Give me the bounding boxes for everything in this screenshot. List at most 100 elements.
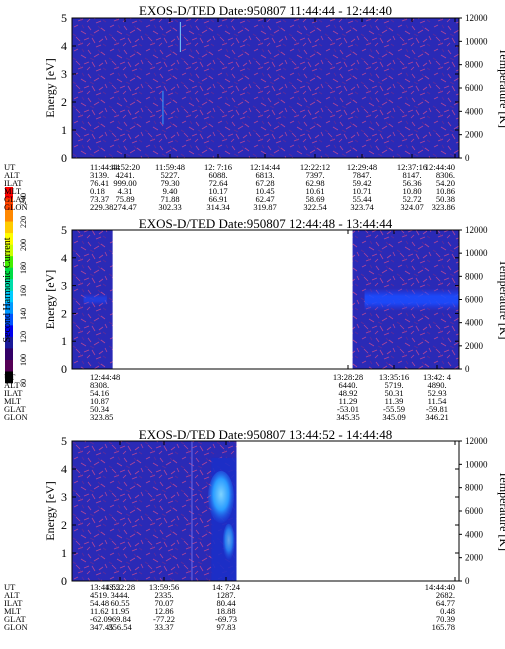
y2-tick-label: 4000 (465, 318, 484, 328)
table-cell: 55.44 (352, 194, 372, 204)
energy-blob (207, 471, 234, 523)
colorbar-cell (5, 371, 13, 384)
table-cell: 62.47 (255, 194, 274, 204)
table-row-label: UT (4, 162, 16, 172)
table-cell: 11:52:20 (110, 162, 140, 172)
table-cell: 324.07 (400, 202, 423, 212)
table-cell: 346.21 (425, 412, 448, 422)
table-cell: 67.28 (255, 178, 274, 188)
table-cell: 73.37 (90, 194, 109, 204)
table-cell: 322.54 (303, 202, 327, 212)
y2-tick-label: 0 (465, 576, 470, 586)
table-cell: 80.44 (216, 598, 236, 608)
colorbar-cell (5, 233, 13, 245)
table-cell: 50.34 (90, 404, 110, 414)
table-cell: 323.86 (432, 202, 455, 212)
table-cell: 10.45 (255, 186, 274, 196)
y-tick-label: 3 (61, 279, 67, 293)
colorbar-cell (5, 187, 13, 199)
table-cell: 12:29:48 (347, 162, 377, 172)
table-cell: 54.16 (90, 388, 109, 398)
table-cell: 14: 7:24 (212, 582, 241, 592)
table-cell: 274.47 (113, 202, 136, 212)
table-cell: -69.84 (109, 614, 132, 624)
table-cell: 18.88 (216, 606, 235, 616)
table-cell: 345.35 (336, 412, 359, 422)
table-cell: 66.91 (208, 194, 227, 204)
energy-band (83, 293, 107, 306)
table-cell: 14:44:40 (425, 582, 455, 592)
x-axis (71, 441, 456, 581)
table-cell: 3139. (90, 170, 109, 180)
colorbar-cell (5, 267, 13, 280)
table-cell: 7847. (352, 170, 371, 180)
table-row-label: MLT (4, 396, 22, 406)
y2-axis-label: Temperature [K] (497, 259, 505, 339)
y2-tick-label: 8000 (465, 483, 484, 493)
table-row-label: ALT (4, 170, 21, 180)
table-cell: -62.09 (90, 614, 112, 624)
table-row-label: GLON (4, 622, 28, 632)
y-tick-label: 1 (61, 334, 67, 348)
colorbar-tick-label: 100 (19, 354, 28, 366)
colorbar-cell (5, 198, 13, 211)
colorbar-cell (5, 359, 13, 372)
table-cell: 70.39 (436, 614, 455, 624)
table-cell: 52.72 (402, 194, 421, 204)
y2-tick-label: 4000 (465, 529, 484, 539)
colorbar-cell (5, 325, 13, 338)
y-tick-label: 5 (61, 223, 67, 237)
table-cell: 8308. (90, 380, 109, 390)
table-cell: 10.86 (436, 186, 455, 196)
y2-axis-label: Temperature [K] (497, 48, 505, 128)
chart-panel-3: EXOS-D/TED Date:950807 13:44:52 - 14:44:… (4, 427, 505, 632)
colorbar-cell (5, 302, 13, 315)
table-cell: 59.42 (352, 178, 371, 188)
table-cell: 9.40 (163, 186, 178, 196)
y-tick-label: 1 (61, 546, 67, 560)
y-axis-left: 0 1 2 3 4 5 (61, 223, 459, 376)
table-cell: 5227. (160, 170, 179, 180)
colorbar-tick-label: 80 (19, 379, 28, 387)
table-row-label: UT (4, 372, 16, 382)
y2-tick-label: 0 (465, 153, 470, 163)
table-cell: 13:28:28 (333, 372, 363, 382)
table-cell: 13:52:28 (105, 582, 135, 592)
y-axis-right: 0 2000 4000 6000 8000 10000 12000 (459, 225, 488, 374)
table-row-label: GLON (4, 202, 28, 212)
table-cell: 11:44:44 (90, 162, 121, 172)
table-cell: -53.01 (337, 404, 359, 414)
energy-band (364, 288, 459, 311)
colorbar-tick-label: 240 (19, 193, 28, 205)
table-cell: 10.71 (352, 186, 371, 196)
table-row-label: GLON (4, 412, 28, 422)
table-cell: 6088. (208, 170, 227, 180)
chart-panel-1: EXOS-D/TED Date:950807 11:44:44 - 12:44:… (4, 3, 505, 212)
y-tick-label: 4 (61, 251, 67, 265)
table-cell: 6440. (338, 380, 357, 390)
table-cell: 97.83 (216, 622, 235, 632)
table-cell: 13:35:16 (379, 372, 409, 382)
colorbar-cell (5, 336, 13, 349)
table-cell: 3444. (110, 590, 129, 600)
heatmap-layer (72, 230, 459, 369)
table-cell: 8306. (436, 170, 455, 180)
y2-tick-label: 6000 (465, 295, 484, 305)
colorbar-cell (5, 279, 13, 292)
table-row-label: GLAT (4, 194, 27, 204)
table-cell: 302.33 (158, 202, 181, 212)
y2-tick-label: 10000 (465, 248, 488, 258)
heatmap-layer (72, 18, 459, 158)
table-cell: 64.77 (436, 598, 455, 608)
colorbar-tick-label: 140 (19, 308, 28, 320)
y2-tick-label: 8000 (465, 60, 484, 70)
y-tick-label: 3 (61, 490, 67, 504)
y2-tick-label: 8000 (465, 271, 484, 281)
table-cell: 11.62 (90, 606, 109, 616)
y2-axis-label: Temperature [K] (497, 471, 505, 551)
table-cell: 323.74 (350, 202, 374, 212)
y2-tick-label: 4000 (465, 106, 484, 116)
table-cell: 7397. (305, 170, 324, 180)
